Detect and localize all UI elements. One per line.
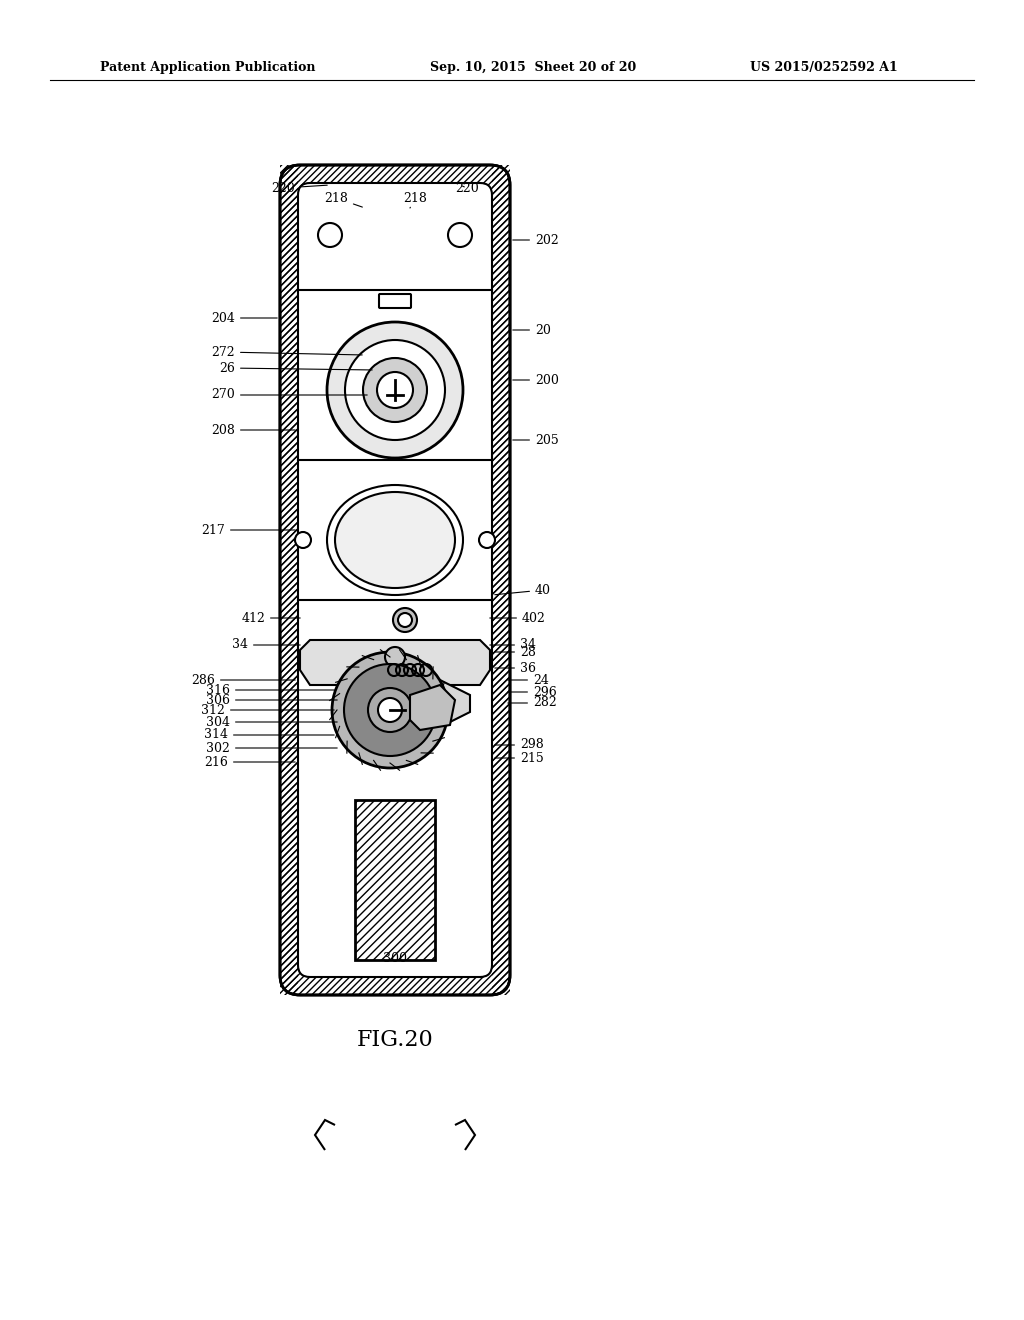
Text: 202: 202 xyxy=(513,234,559,247)
Text: 314: 314 xyxy=(204,729,334,742)
Circle shape xyxy=(345,341,445,440)
FancyBboxPatch shape xyxy=(280,165,510,995)
Circle shape xyxy=(377,372,413,408)
Text: US 2015/0252592 A1: US 2015/0252592 A1 xyxy=(750,62,898,74)
Circle shape xyxy=(318,223,342,247)
Text: 220: 220 xyxy=(455,181,479,194)
Text: 306: 306 xyxy=(206,693,337,706)
Bar xyxy=(492,601,510,800)
Bar xyxy=(280,165,298,290)
Bar xyxy=(280,601,298,800)
Polygon shape xyxy=(410,685,455,730)
Circle shape xyxy=(449,223,472,247)
Text: 286: 286 xyxy=(191,673,295,686)
FancyBboxPatch shape xyxy=(298,183,492,977)
Text: 312: 312 xyxy=(201,704,334,717)
Text: 220: 220 xyxy=(271,181,328,194)
Circle shape xyxy=(295,532,311,548)
Text: 282: 282 xyxy=(508,697,557,710)
Text: 34: 34 xyxy=(232,639,300,652)
Text: 20: 20 xyxy=(513,323,551,337)
Ellipse shape xyxy=(335,492,455,587)
Circle shape xyxy=(362,358,427,422)
Circle shape xyxy=(378,698,402,722)
Text: 216: 216 xyxy=(204,755,295,768)
Text: 208: 208 xyxy=(211,424,295,437)
Text: 304: 304 xyxy=(206,715,337,729)
Bar xyxy=(355,800,435,960)
Text: 217: 217 xyxy=(202,524,295,536)
Circle shape xyxy=(385,647,406,667)
Text: 218: 218 xyxy=(403,191,427,209)
Text: 270: 270 xyxy=(211,388,368,401)
Text: 205: 205 xyxy=(513,433,559,446)
Text: 272: 272 xyxy=(211,346,362,359)
Bar xyxy=(492,290,510,459)
Text: FIG.20: FIG.20 xyxy=(356,1030,433,1051)
Text: 218: 218 xyxy=(325,191,362,207)
Circle shape xyxy=(327,322,463,458)
Bar xyxy=(492,165,510,290)
Bar xyxy=(492,800,510,995)
Circle shape xyxy=(332,652,449,768)
Text: 24: 24 xyxy=(508,673,549,686)
Circle shape xyxy=(393,609,417,632)
Circle shape xyxy=(479,532,495,548)
Circle shape xyxy=(398,612,412,627)
Bar xyxy=(280,459,298,601)
Text: Patent Application Publication: Patent Application Publication xyxy=(100,62,315,74)
Polygon shape xyxy=(340,680,470,722)
Text: 36: 36 xyxy=(495,661,536,675)
Text: 302: 302 xyxy=(206,742,337,755)
Text: 316: 316 xyxy=(206,684,334,697)
Text: 204: 204 xyxy=(211,312,278,325)
Text: 402: 402 xyxy=(489,611,546,624)
Circle shape xyxy=(344,664,436,756)
Text: 200: 200 xyxy=(513,374,559,387)
Text: 26: 26 xyxy=(219,362,372,375)
Text: 298: 298 xyxy=(495,738,544,751)
Polygon shape xyxy=(300,640,490,685)
Text: 34: 34 xyxy=(489,639,536,652)
Bar xyxy=(492,459,510,601)
Text: 412: 412 xyxy=(241,611,300,624)
Circle shape xyxy=(368,688,412,733)
Bar xyxy=(280,800,298,995)
Text: 300: 300 xyxy=(383,952,407,965)
FancyBboxPatch shape xyxy=(379,294,411,308)
Text: Sep. 10, 2015  Sheet 20 of 20: Sep. 10, 2015 Sheet 20 of 20 xyxy=(430,62,636,74)
Ellipse shape xyxy=(327,484,463,595)
Text: 28: 28 xyxy=(495,645,536,659)
Text: 215: 215 xyxy=(495,751,544,764)
Text: 40: 40 xyxy=(495,583,551,597)
Bar xyxy=(280,290,298,459)
Text: 296: 296 xyxy=(508,685,557,698)
